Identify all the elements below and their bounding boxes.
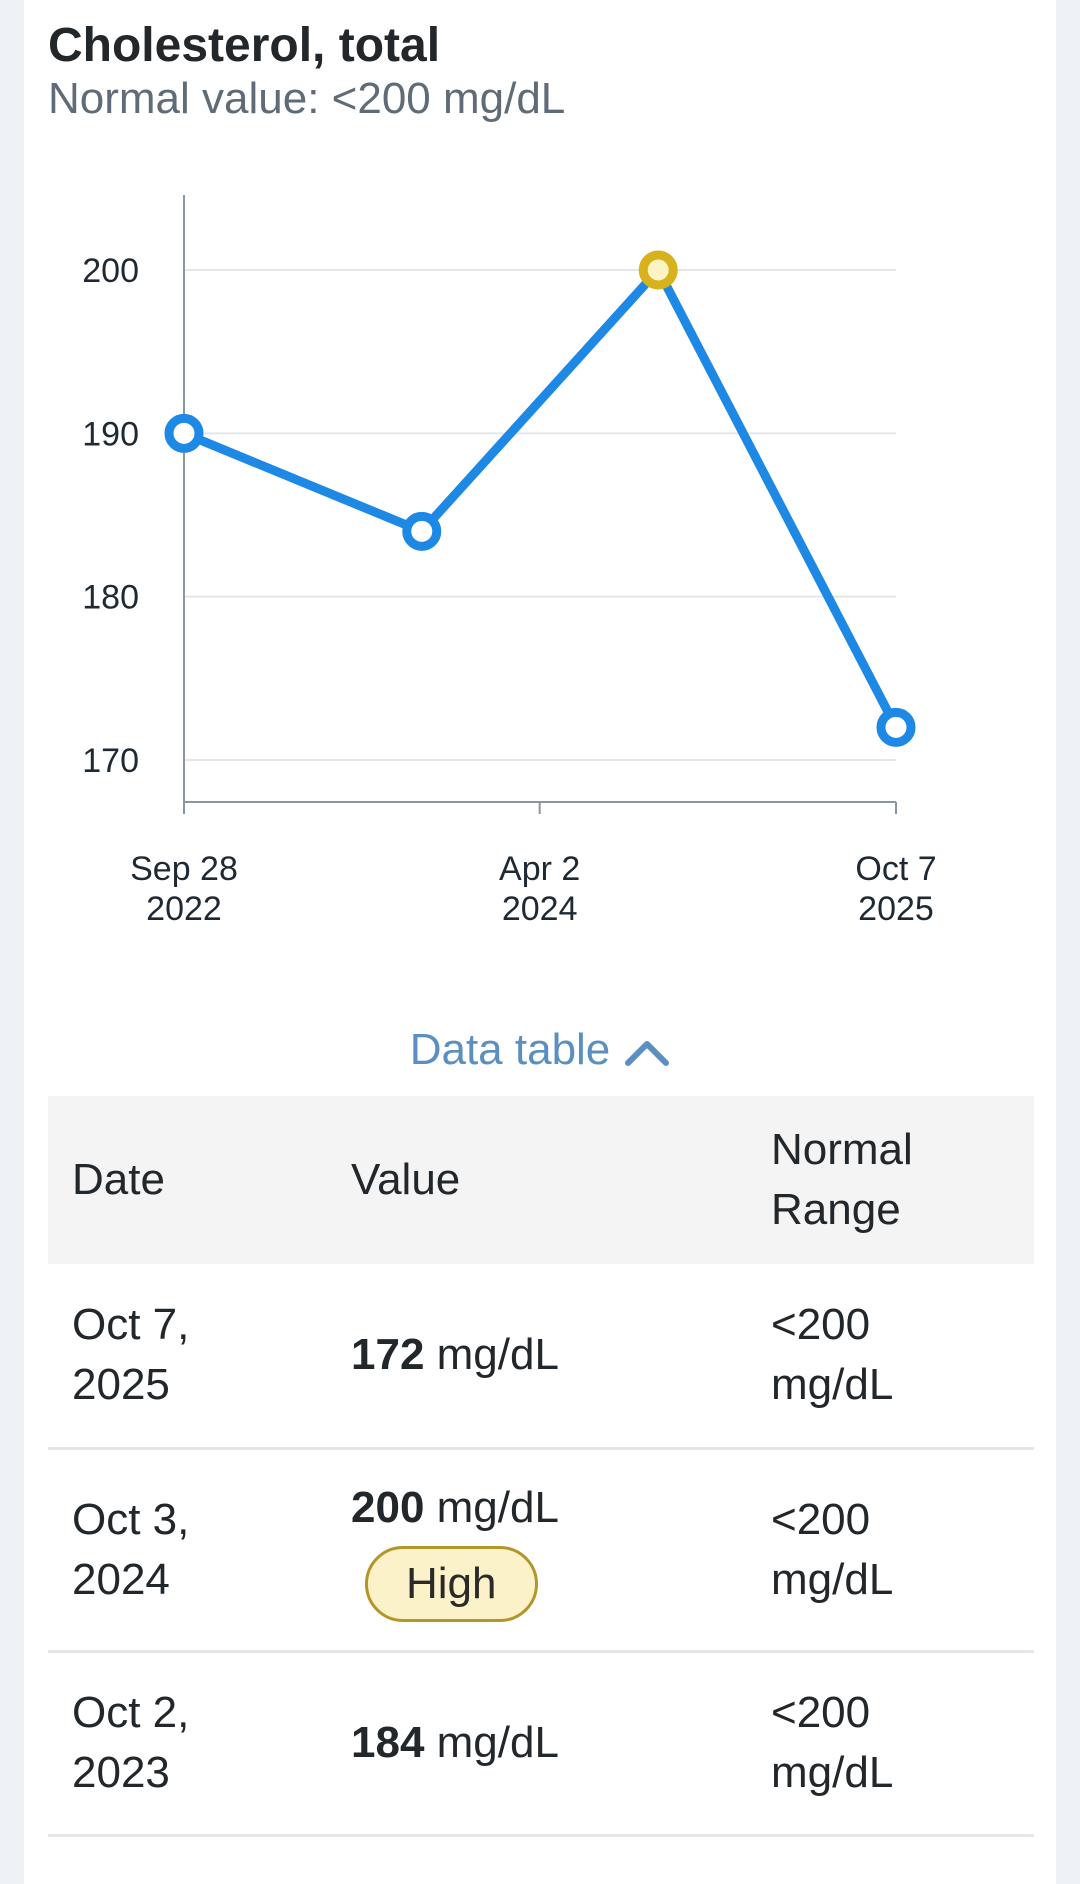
range-line2: mg/dL xyxy=(771,1554,894,1604)
date-line1: Oct 7, xyxy=(72,1300,190,1350)
column-header-normal-range: Normal Range xyxy=(747,1096,1034,1264)
range-cell: <200 mg/dL xyxy=(747,1448,1034,1653)
value-cell: 172 mg/dL xyxy=(327,1264,747,1450)
range-line1: <200 xyxy=(771,1300,871,1350)
date-cell: Oct 7, 2025 xyxy=(48,1264,327,1450)
y-tick-label: 170 xyxy=(82,742,139,780)
date-cell: Oct 2, 2023 xyxy=(48,1651,327,1837)
x-tick-label: Oct 7 xyxy=(855,850,936,888)
column-header-normal-range-line2: Range xyxy=(771,1185,901,1234)
y-tick-label: 190 xyxy=(82,415,139,453)
range-cell: <200 mg/dL xyxy=(747,1264,1034,1450)
range-line2: mg/dL xyxy=(771,1360,894,1410)
data-point xyxy=(164,413,204,453)
data-table-toggle-label: Data table xyxy=(409,1025,611,1074)
data-table: Date Value Normal Range Oct 7, 2025 172 … xyxy=(48,1096,1034,1837)
date-line2: 2024 xyxy=(72,1554,170,1604)
column-header-date: Date xyxy=(72,1155,165,1204)
value-number: 172 xyxy=(351,1330,425,1380)
chevron-up-icon xyxy=(625,1041,670,1067)
date-line1: Oct 3, xyxy=(72,1494,190,1544)
column-header-normal-range-line1: Normal xyxy=(771,1125,913,1174)
page-title: Cholesterol, total xyxy=(48,19,441,72)
normal-value-text: Normal value: <200 mg/dL xyxy=(48,74,566,123)
table-row: Oct 2, 2023 184 mg/dL <200 mg/dL xyxy=(48,1651,1034,1837)
range-cell: <200 mg/dL xyxy=(747,1651,1034,1837)
data-table-toggle[interactable]: Data table xyxy=(24,1025,1056,1075)
value-cell: 184 mg/dL xyxy=(327,1651,747,1837)
data-point-high xyxy=(638,250,678,290)
value-number: 200 xyxy=(351,1482,425,1532)
value-number: 184 xyxy=(351,1718,425,1767)
date-line2: 2023 xyxy=(72,1748,170,1797)
range-line1: <200 xyxy=(771,1494,871,1544)
y-tick-label: 200 xyxy=(82,252,139,290)
column-header-value: Value xyxy=(351,1155,461,1204)
date-line2: 2025 xyxy=(72,1360,170,1410)
data-point xyxy=(876,707,916,747)
x-tick-label: 2025 xyxy=(858,890,934,928)
result-card: Cholesterol, total Normal value: <200 mg… xyxy=(24,0,1056,1884)
range-line2: mg/dL xyxy=(771,1748,894,1797)
value-unit: mg/dL xyxy=(436,1330,559,1380)
table-row: Oct 3, 2024 200 mg/dL High <200 mg/dL xyxy=(48,1448,1034,1653)
range-line1: <200 xyxy=(771,1688,871,1737)
value-unit: mg/dL xyxy=(436,1718,559,1767)
data-point xyxy=(402,511,442,551)
x-tick-label: Sep 28 xyxy=(130,850,238,888)
value-unit: mg/dL xyxy=(436,1482,559,1532)
table-header-row: Date Value Normal Range xyxy=(48,1096,1034,1264)
date-line1: Oct 2, xyxy=(72,1688,190,1737)
x-tick-label: 2024 xyxy=(502,890,578,928)
x-tick-label: Apr 2 xyxy=(499,850,580,888)
high-status-badge: High xyxy=(365,1545,538,1622)
date-cell: Oct 3, 2024 xyxy=(48,1448,327,1653)
y-tick-label: 180 xyxy=(82,579,139,617)
x-tick-label: 2022 xyxy=(146,890,222,928)
cholesterol-series-line xyxy=(179,265,901,732)
table-row: Oct 7, 2025 172 mg/dL <200 mg/dL xyxy=(48,1264,1034,1450)
value-cell: 200 mg/dL High xyxy=(327,1448,747,1653)
